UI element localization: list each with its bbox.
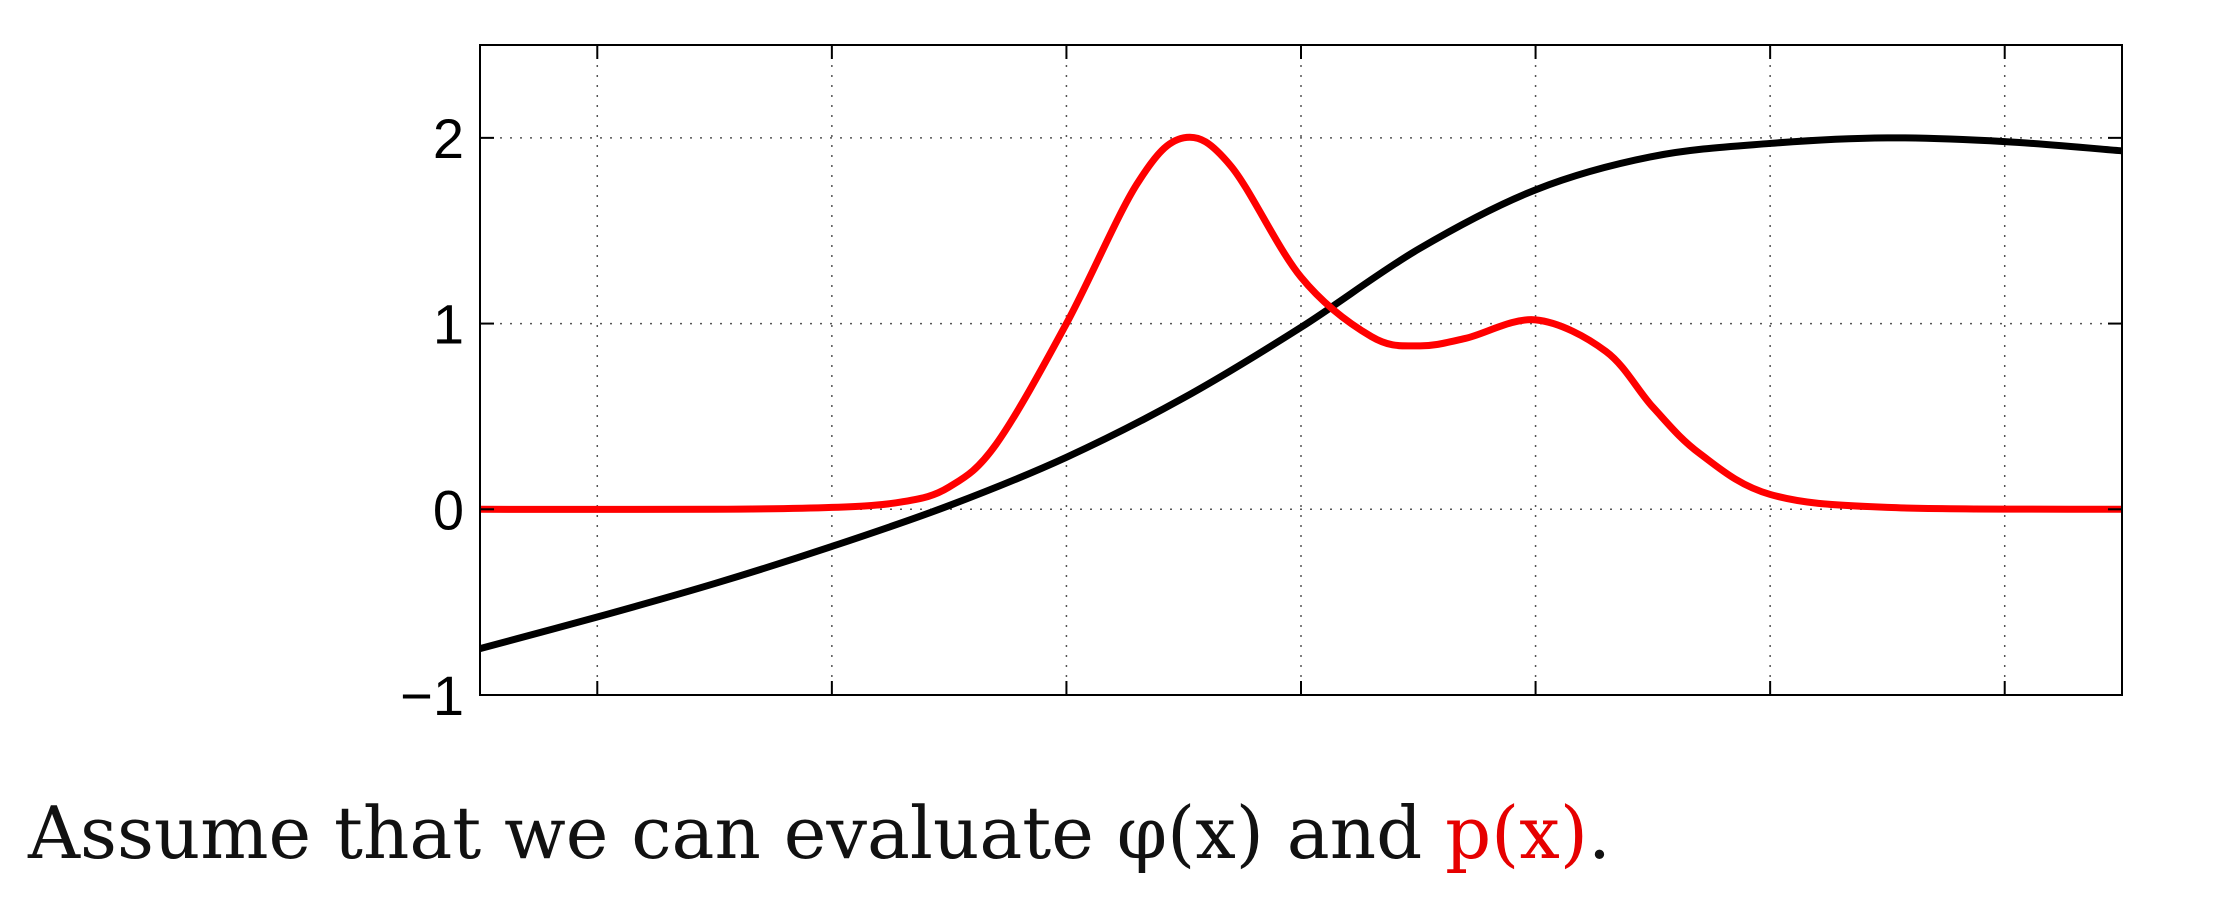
y-tick-label-3: 2: [433, 107, 464, 170]
y-tick-label-1: 0: [433, 478, 464, 541]
y-tick-label-0: −1: [400, 664, 464, 727]
caption-suffix: .: [1587, 791, 1611, 875]
series-line-phi-curve: [480, 134, 2122, 652]
plot-area-frame: [479, 44, 2123, 696]
y-tick-label-2: 1: [433, 293, 464, 356]
series-line-p-curve: [480, 133, 2122, 513]
axis-ticks: [480, 45, 2122, 696]
caption-p: p(x): [1445, 791, 1588, 875]
caption: Assume that we can evaluate φ(x) and p(x…: [28, 790, 1611, 876]
caption-middle: and: [1263, 791, 1446, 875]
grid: [480, 45, 2122, 695]
caption-prefix: Assume that we can evaluate: [28, 791, 1117, 875]
line-chart: −1 0 1 2: [400, 44, 2123, 727]
series-group: [480, 133, 2122, 652]
caption-phi: φ(x): [1116, 791, 1264, 875]
tick-labels: −1 0 1 2: [400, 107, 464, 727]
